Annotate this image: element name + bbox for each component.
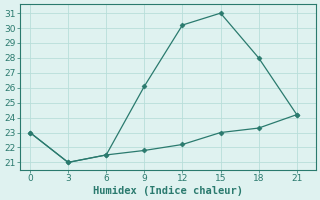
X-axis label: Humidex (Indice chaleur): Humidex (Indice chaleur): [93, 186, 243, 196]
